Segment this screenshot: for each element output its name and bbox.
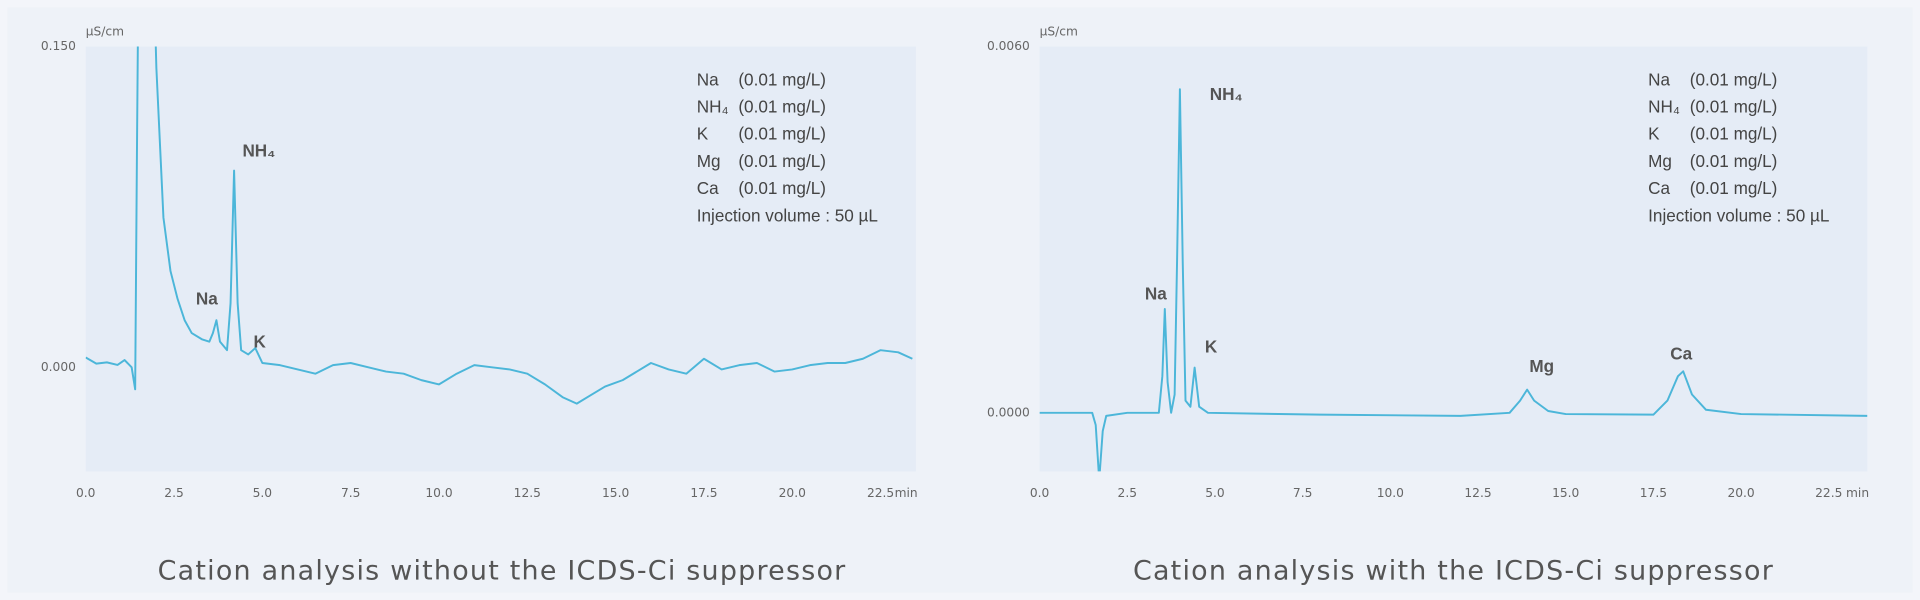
x-tick-label: 20.0 — [779, 486, 806, 500]
peak-label: K — [1205, 336, 1218, 356]
x-tick-label: 22.5 — [867, 486, 894, 500]
x-tick-label: 22.5 — [1815, 486, 1842, 500]
chart-caption: Cation analysis with the ICDS-Ci suppres… — [1133, 555, 1774, 586]
legend-conc: (0.01 mg/L) — [1690, 151, 1778, 171]
peak-label: NH₄ — [1210, 84, 1243, 104]
y-tick-label: 0.0060 — [987, 39, 1030, 53]
chart-caption: Cation analysis without the ICDS-Ci supp… — [158, 555, 847, 586]
chart: 0.0000 0.0060 µS/cm 0.0 2.5 5.0 7.5 10.0 12.5 15.… — [987, 24, 1869, 586]
peak-label: Mg — [1529, 356, 1554, 376]
legend-conc: (0.01 mg/L) — [738, 178, 826, 198]
legend-conc: (0.01 mg/L) — [1690, 178, 1778, 198]
chart: 0.000 0.150 µS/cm 0.0 2.5 5.0 7.5 10.0 12.5 15.0 1… — [41, 24, 918, 586]
plot-area — [85, 46, 916, 472]
legend-ion: Ca — [1648, 178, 1670, 198]
legend-conc: (0.01 mg/L) — [738, 97, 826, 117]
y-tick-label: 0.150 — [41, 39, 76, 53]
x-tick-label: 7.5 — [1293, 486, 1312, 500]
legend-conc: (0.01 mg/L) — [1690, 69, 1778, 89]
x-tick-label: 15.0 — [1552, 486, 1579, 500]
x-tick-label: 10.0 — [1377, 486, 1404, 500]
legend-ion: NH₄ — [1648, 97, 1680, 117]
x-tick-label: 7.5 — [341, 486, 360, 500]
chromatogram-line — [1039, 88, 1868, 472]
x-tick-label: 12.5 — [514, 486, 541, 500]
legend-ion: Na — [1648, 69, 1670, 89]
x-tick-label: 2.5 — [1118, 486, 1137, 500]
x-tick-label: 10.0 — [425, 486, 452, 500]
legend-note: Injection volume : 50 µL — [1648, 205, 1829, 225]
y-tick-label: 0.0000 — [987, 405, 1030, 419]
legend-ion: Mg — [1648, 151, 1672, 171]
peak-label: K — [253, 331, 266, 351]
legend-conc: (0.01 mg/L) — [738, 69, 826, 89]
legend-conc: (0.01 mg/L) — [1690, 97, 1778, 117]
peak-label: Ca — [1670, 344, 1692, 364]
legend-ion: K — [697, 124, 709, 144]
x-tick-label: 5.0 — [1205, 486, 1224, 500]
x-tick-label: 0.0 — [76, 486, 95, 500]
legend-ion: Na — [697, 69, 719, 89]
legend-conc: (0.01 mg/L) — [738, 124, 826, 144]
chromatogram-line — [85, 46, 913, 405]
x-tick-label: 12.5 — [1464, 486, 1491, 500]
legend-note: Injection volume : 50 µL — [697, 205, 878, 225]
x-unit: min — [1846, 486, 1869, 500]
peak-label: NH₄ — [242, 140, 275, 160]
legend-ion: Ca — [697, 178, 719, 198]
y-tick-label: 0.000 — [41, 360, 76, 374]
legend-ion: Mg — [697, 151, 721, 171]
peak-label: Na — [196, 289, 218, 309]
legend-ion: NH₄ — [697, 97, 729, 117]
legend-ion: K — [1648, 124, 1660, 144]
x-tick-label: 5.0 — [253, 486, 272, 500]
x-tick-label: 2.5 — [164, 486, 183, 500]
y-unit: µS/cm — [1040, 24, 1078, 38]
legend-conc: (0.01 mg/L) — [1690, 124, 1778, 144]
x-tick-label: 20.0 — [1727, 486, 1754, 500]
x-tick-label: 0.0 — [1030, 486, 1049, 500]
x-unit: min — [895, 486, 918, 500]
peak-label: Na — [1145, 284, 1167, 304]
x-tick-label: 15.0 — [602, 486, 629, 500]
y-unit: µS/cm — [86, 24, 124, 38]
x-tick-label: 17.5 — [690, 486, 717, 500]
x-tick-label: 17.5 — [1640, 486, 1667, 500]
legend-conc: (0.01 mg/L) — [738, 151, 826, 171]
